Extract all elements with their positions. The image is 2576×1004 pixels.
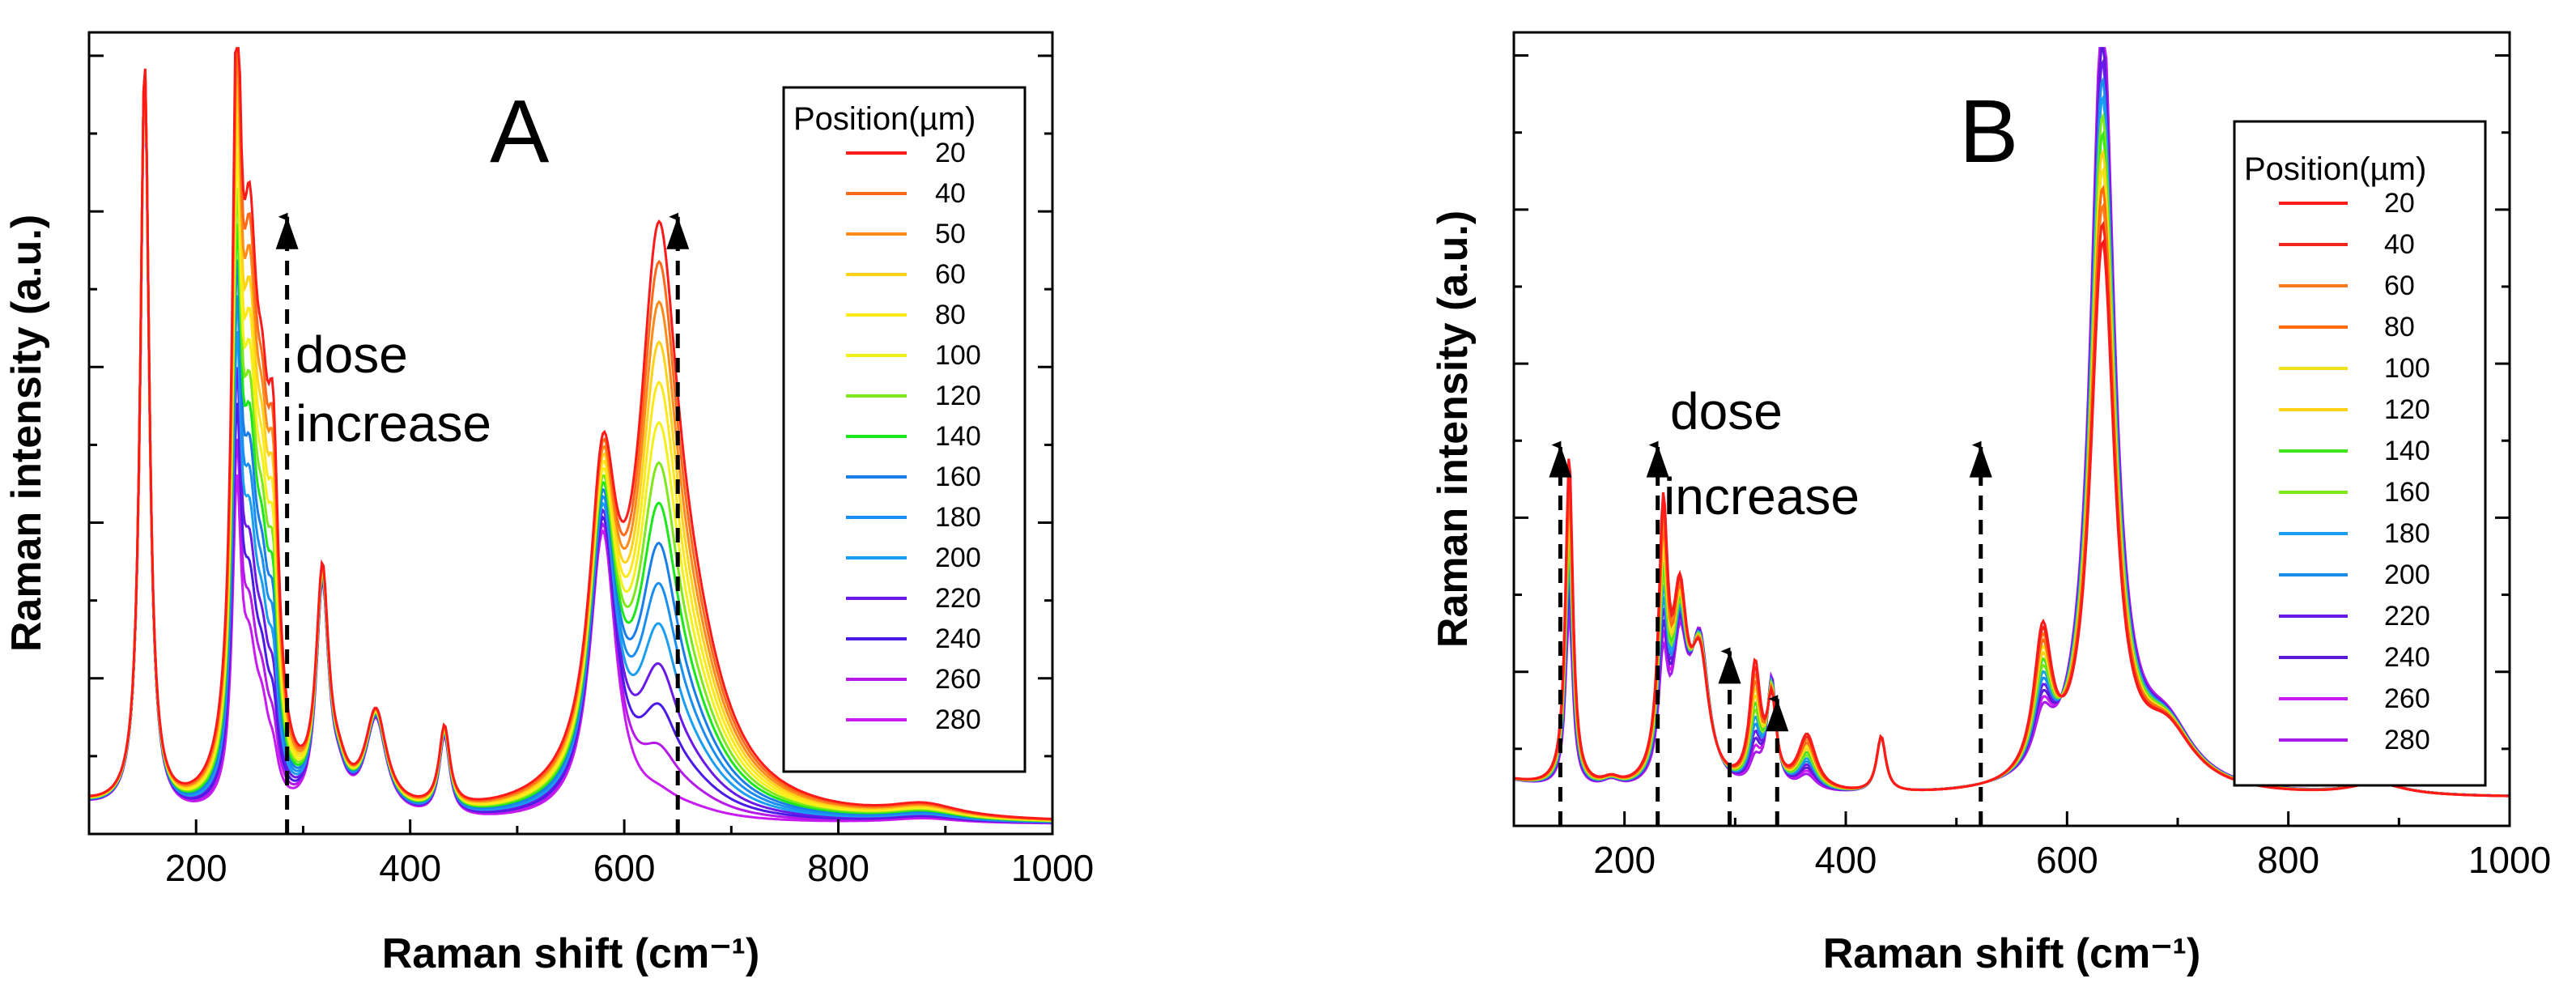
panel-a-dose-arrows [275, 212, 690, 834]
panel-b-letter: B [1959, 82, 2018, 181]
panel-b-x-tick-label-800: 800 [2257, 839, 2319, 881]
panel-a-legend: Position(µm) 20 40 50 60 80 100 120 140 160 180 20… [782, 86, 1027, 773]
panel-a-legend-label-160: 160 [935, 462, 981, 492]
panel-b-arrowhead-5 [1969, 445, 1992, 478]
panel-a-x-tick-label-200: 200 [165, 847, 227, 889]
panel-b-legend-label-160: 160 [2384, 477, 2430, 508]
panel-b-x-tick-label-200: 200 [1593, 839, 1656, 881]
panel-b-legend-label-60: 60 [2384, 270, 2415, 301]
panel-b-legend-label-20: 20 [2384, 188, 2415, 219]
panel-b-legend-label-280: 280 [2384, 725, 2430, 755]
panel-b-x-tick-label-400: 400 [1815, 839, 1877, 881]
panel-a-curves [88, 47, 1053, 825]
panel-a-legend-label-100: 100 [935, 340, 981, 371]
panel-b-annotation-dose: dose [1670, 382, 1783, 440]
panel-b-series-20 [1513, 238, 2510, 798]
panel-b-legend-box [2233, 120, 2487, 787]
panel-a-legend-label-120: 120 [935, 381, 981, 411]
panel-b-x-tick-label-600: 600 [2036, 839, 2098, 881]
panel-a-axis-ticks [87, 54, 1054, 834]
panel-b-tick-labels: 200 400 600 800 1000 [1593, 839, 2551, 881]
panel-a-legend-label-260: 260 [935, 664, 981, 695]
panel-a-arrowhead-2 [666, 216, 690, 249]
panel-a-legend-label-180: 180 [935, 502, 981, 533]
panel-a-legend-label-40: 40 [935, 178, 966, 209]
panel-b-legend-title: Position(µm) [2244, 151, 2426, 187]
panel-b-arrowhead-4 [1766, 699, 1789, 732]
panel-a-letter: A [490, 82, 550, 181]
panel-a: 200 400 600 800 1000 A dose increase Raman s… [3, 31, 1094, 977]
panel-b-axis-ticks [1512, 54, 2511, 826]
panel-a-series-20 [88, 47, 1053, 820]
panel-b-legend-label-200: 200 [2384, 559, 2430, 590]
panel-a-x-tick-label-600: 600 [593, 847, 656, 889]
panel-b-plot-frame [1512, 31, 2511, 827]
panel-a-legend-label-220: 220 [935, 583, 981, 614]
panel-b-arrowhead-3 [1718, 651, 1741, 684]
panel-a-legend-label-20: 20 [935, 138, 966, 168]
panel-a-arrowhead-1 [275, 216, 299, 249]
panel-a-x-tick-label-400: 400 [379, 847, 441, 889]
panel-b-legend-label-80: 80 [2384, 312, 2415, 342]
panel-b-y-axis-title: Raman intensity (a.u.) [1430, 211, 1477, 648]
panel-a-legend-box [782, 86, 1027, 773]
panel-a-legend-label-80: 80 [935, 300, 966, 330]
panel-b-legend-label-100: 100 [2384, 353, 2430, 384]
panel-a-legend-title: Position(µm) [793, 101, 976, 137]
panel-a-tick-labels: 200 400 600 800 1000 [165, 847, 1094, 889]
panel-a-y-axis-title: Raman intensity (a.u.) [3, 215, 50, 652]
panel-b-x-axis-title: Raman shift (cm⁻¹) [1823, 930, 2201, 977]
panel-b-x-tick-label-1000: 1000 [2468, 839, 2551, 881]
panel-a-legend-label-60: 60 [935, 259, 966, 290]
panel-a-legend-label-280: 280 [935, 704, 981, 735]
panel-b-annotation-increase: increase [1664, 467, 1860, 525]
panel-a-legend-label-140: 140 [935, 421, 981, 452]
panel-a-legend-label-200: 200 [935, 542, 981, 573]
panel-b-legend-label-40: 40 [2384, 229, 2415, 260]
panel-b-legend-label-120: 120 [2384, 394, 2430, 425]
panel-b-arrowhead-1 [1549, 445, 1572, 478]
panel-b-legend-label-180: 180 [2384, 518, 2430, 549]
panel-a-legend-label-50: 50 [935, 219, 966, 249]
panel-b-legend-label-220: 220 [2384, 601, 2430, 632]
panel-a-x-axis-title: Raman shift (cm⁻¹) [382, 930, 760, 977]
panel-a-annotation-dose: dose [295, 325, 408, 384]
panel-a-x-tick-label-1000: 1000 [1011, 847, 1094, 889]
panel-b-legend-label-260: 260 [2384, 683, 2430, 714]
panel-b-legend-label-140: 140 [2384, 436, 2430, 466]
panel-a-legend-label-240: 240 [935, 623, 981, 654]
panel-b-legend-label-240: 240 [2384, 642, 2430, 673]
panel-a-plot-frame [87, 31, 1054, 836]
panel-b-legend: Position(µm) 20 40 60 80 100 120 140 160 180 200 2… [2233, 120, 2487, 787]
panel-b: 200 400 600 800 1000 B dose increase Raman s… [1430, 31, 2551, 977]
panel-b-arrowhead-2 [1646, 445, 1669, 478]
panel-a-annotation-increase: increase [295, 394, 491, 453]
panel-b-dose-arrows [1549, 440, 1992, 826]
panel-a-x-tick-label-800: 800 [807, 847, 869, 889]
panel-b-curves [1513, 47, 2510, 798]
